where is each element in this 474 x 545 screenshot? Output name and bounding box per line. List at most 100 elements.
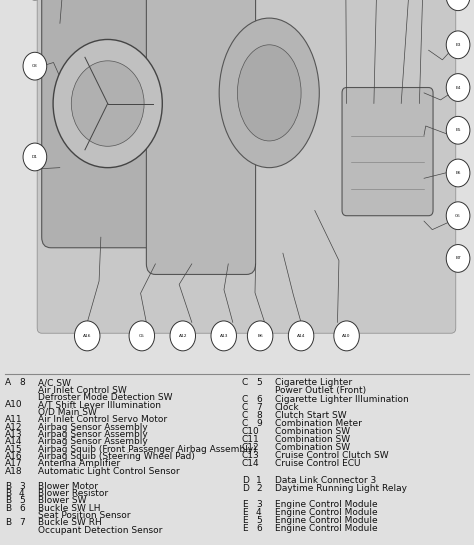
- Text: E: E: [242, 524, 247, 533]
- Circle shape: [23, 52, 47, 80]
- Text: A10: A10: [5, 401, 22, 409]
- Text: B6: B6: [257, 334, 263, 338]
- Text: Air Inlet Control SW: Air Inlet Control SW: [38, 386, 127, 395]
- Text: Combination SW: Combination SW: [275, 427, 350, 436]
- Text: C10: C10: [242, 427, 259, 436]
- Text: 4: 4: [19, 489, 25, 498]
- Text: A16: A16: [5, 452, 22, 461]
- Text: Blower SW: Blower SW: [38, 496, 86, 505]
- Text: C14: C14: [242, 459, 259, 468]
- Text: Blower Motor: Blower Motor: [38, 482, 98, 491]
- Text: Antenna Amplifier: Antenna Amplifier: [38, 459, 120, 468]
- FancyBboxPatch shape: [146, 0, 255, 275]
- Text: Air Inlet Control Servo Motor: Air Inlet Control Servo Motor: [38, 415, 167, 424]
- Text: 7: 7: [256, 403, 262, 411]
- Text: Cruise Control Clutch SW: Cruise Control Clutch SW: [275, 451, 389, 461]
- Text: Clock: Clock: [275, 403, 300, 411]
- Text: D: D: [242, 484, 249, 493]
- Text: E: E: [242, 516, 247, 525]
- Text: Buckle SW RH: Buckle SW RH: [38, 518, 101, 528]
- Text: Combination Meter: Combination Meter: [275, 419, 362, 428]
- Text: Airbag Sensor Assembly: Airbag Sensor Assembly: [38, 430, 148, 439]
- Text: A13: A13: [219, 334, 228, 338]
- Text: B: B: [5, 518, 11, 528]
- Circle shape: [446, 0, 470, 10]
- Text: 1: 1: [256, 476, 262, 485]
- Text: A12: A12: [5, 422, 22, 432]
- Text: Airbag Sensor Assembly: Airbag Sensor Assembly: [38, 422, 148, 432]
- Text: B: B: [5, 482, 11, 491]
- Text: E5: E5: [455, 128, 461, 132]
- Text: Seat Position Sensor: Seat Position Sensor: [38, 511, 130, 520]
- Text: Clutch Start SW: Clutch Start SW: [275, 411, 346, 420]
- Text: A12: A12: [179, 334, 187, 338]
- Text: Occupant Detection Sensor: Occupant Detection Sensor: [38, 526, 162, 535]
- Circle shape: [446, 31, 470, 59]
- Circle shape: [247, 321, 273, 351]
- Circle shape: [446, 74, 470, 101]
- Text: O/D Main SW: O/D Main SW: [38, 408, 97, 417]
- Circle shape: [446, 159, 470, 187]
- Text: Buckle SW LH: Buckle SW LH: [38, 504, 100, 513]
- Text: Blower Resistor: Blower Resistor: [38, 489, 108, 498]
- Text: D: D: [242, 476, 249, 485]
- Text: A11: A11: [5, 415, 22, 424]
- Circle shape: [334, 321, 359, 351]
- Text: B7: B7: [455, 257, 461, 261]
- Text: C6: C6: [455, 214, 461, 217]
- Circle shape: [288, 321, 314, 351]
- Circle shape: [23, 143, 47, 171]
- Text: C: C: [242, 419, 248, 428]
- FancyBboxPatch shape: [42, 0, 160, 248]
- Text: 6: 6: [256, 524, 262, 533]
- Text: 2: 2: [256, 484, 262, 493]
- Text: C: C: [242, 378, 248, 387]
- Text: Airbag Squib (Steering Wheel Pad): Airbag Squib (Steering Wheel Pad): [38, 452, 195, 461]
- Circle shape: [170, 321, 195, 351]
- Text: C: C: [242, 411, 248, 420]
- Text: C12: C12: [242, 443, 259, 452]
- Circle shape: [71, 61, 144, 146]
- FancyBboxPatch shape: [37, 0, 456, 333]
- Text: 8: 8: [256, 411, 262, 420]
- Text: B: B: [5, 489, 11, 498]
- Text: Engine Control Module: Engine Control Module: [275, 524, 378, 533]
- Circle shape: [53, 39, 162, 168]
- Text: 5: 5: [256, 516, 262, 525]
- Text: Daytime Running Light Relay: Daytime Running Light Relay: [275, 484, 407, 493]
- Circle shape: [74, 321, 100, 351]
- Text: Combination SW: Combination SW: [275, 435, 350, 444]
- Text: E3: E3: [456, 43, 461, 47]
- Text: 9: 9: [256, 419, 262, 428]
- Ellipse shape: [219, 18, 319, 168]
- Text: 6: 6: [256, 395, 262, 403]
- Text: C8: C8: [32, 64, 38, 68]
- Ellipse shape: [237, 45, 301, 141]
- Text: A/T Shift Lever Illumination: A/T Shift Lever Illumination: [38, 401, 161, 409]
- Text: Engine Control Module: Engine Control Module: [275, 516, 378, 525]
- Text: D1: D1: [32, 155, 38, 159]
- Text: Engine Control Module: Engine Control Module: [275, 508, 378, 517]
- Text: Engine Control Module: Engine Control Module: [275, 500, 378, 509]
- Text: 6: 6: [19, 504, 25, 513]
- Text: 3: 3: [19, 482, 25, 491]
- Text: Automatic Light Control Sensor: Automatic Light Control Sensor: [38, 467, 180, 476]
- Circle shape: [446, 202, 470, 229]
- Text: A15: A15: [5, 445, 22, 453]
- Circle shape: [129, 321, 155, 351]
- Circle shape: [211, 321, 237, 351]
- Text: A13: A13: [5, 430, 22, 439]
- Text: 5: 5: [19, 496, 25, 505]
- Text: C5: C5: [139, 334, 145, 338]
- Text: B: B: [5, 496, 11, 505]
- Text: A: A: [5, 378, 11, 387]
- Text: A18: A18: [5, 467, 22, 476]
- Circle shape: [446, 245, 470, 272]
- Text: E6: E6: [456, 171, 461, 175]
- Text: 7: 7: [19, 518, 25, 528]
- Text: C: C: [242, 403, 248, 411]
- Text: 8: 8: [19, 378, 25, 387]
- Text: E: E: [242, 508, 247, 517]
- Text: A14: A14: [297, 334, 305, 338]
- Text: B: B: [5, 504, 11, 513]
